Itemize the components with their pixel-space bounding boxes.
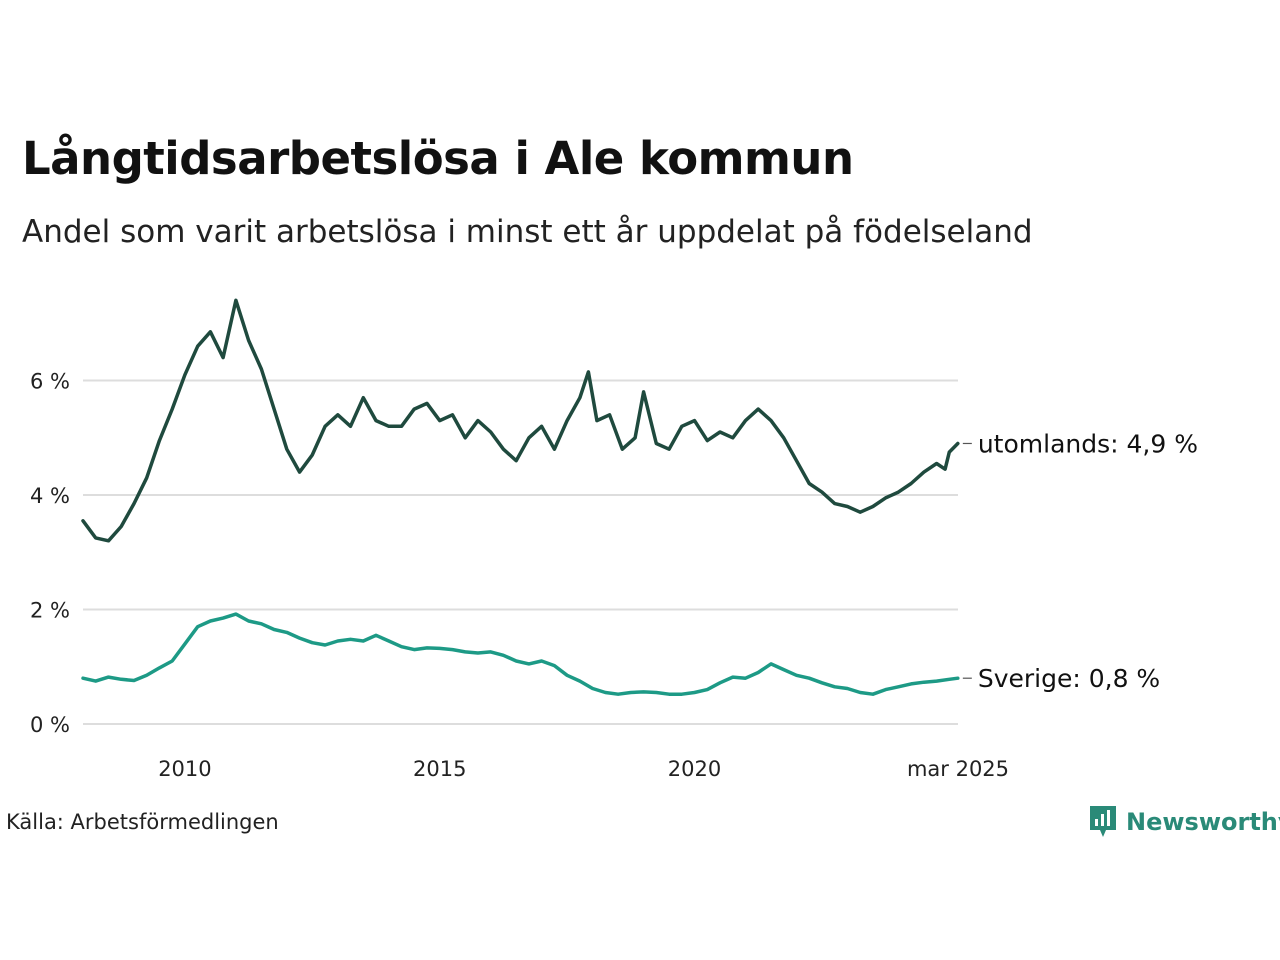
x-tick-label: 2020 [668, 757, 721, 781]
y-tick-label: 2 % [30, 599, 70, 623]
sverige-line [81, 612, 960, 696]
sverige-end-label: Sverige: 0,8 % [978, 664, 1160, 693]
source-note: Källa: Arbetsförmedlingen [6, 810, 279, 834]
y-tick-label: 0 % [30, 713, 70, 737]
x-tick-label: 2015 [413, 757, 466, 781]
y-tick-label: 6 % [30, 370, 70, 394]
axis-labels: 0 % 2 % 4 % 6 % 2010 2015 2020 mar 2025 [30, 370, 1009, 782]
series-end-labels: utomlands: 4,9 % Sverige: 0,8 % [962, 429, 1198, 693]
chart-title: Långtidsarbetslösa i Ale kommun [22, 132, 854, 185]
utomlands-end-label: utomlands: 4,9 % [978, 429, 1198, 458]
newsworthy-icon [1090, 806, 1116, 837]
series-lines [81, 298, 960, 696]
brand-name: Newsworthy [1126, 808, 1280, 836]
chart-subtitle: Andel som varit arbetslösa i minst ett å… [22, 214, 1033, 250]
brand-logo[interactable]: Newsworthy [1088, 804, 1280, 840]
x-tick-label: 2010 [158, 757, 211, 781]
x-tick-label: mar 2025 [907, 757, 1009, 781]
utomlands-line [81, 298, 960, 543]
y-tick-label: 4 % [30, 484, 70, 508]
grid-lines [83, 379, 958, 725]
